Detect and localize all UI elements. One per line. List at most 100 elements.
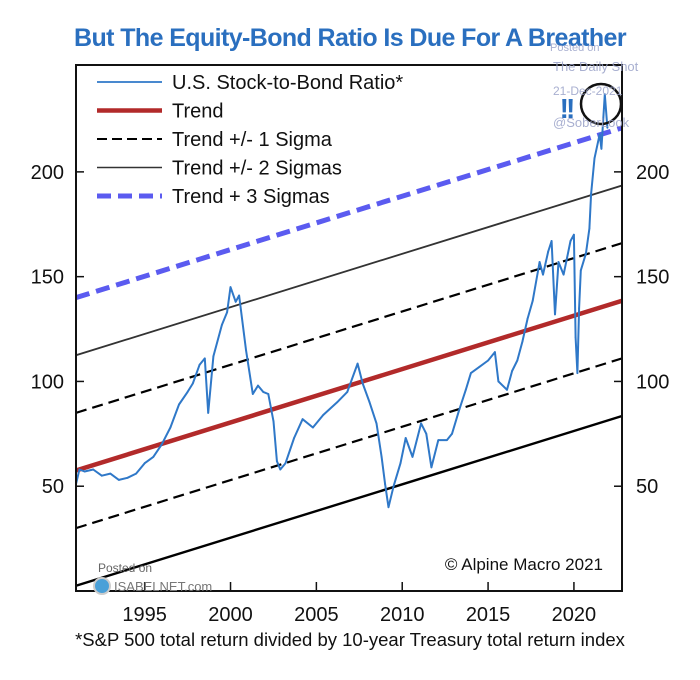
x-tick-label: 2005 [294, 604, 339, 626]
footnote: *S&P 500 total return divided by 10-year… [75, 629, 626, 650]
data-point [404, 437, 407, 439]
legend-label: U.S. Stock-to-Bond Ratio* [172, 72, 403, 94]
data-point [221, 323, 223, 326]
data-point [430, 466, 433, 469]
legend-label: Trend +/- 2 Sigmas [172, 158, 342, 180]
data-point [245, 349, 247, 351]
data-point [178, 403, 180, 406]
data-point [392, 485, 395, 488]
band-line-trend-2-sigmas [76, 184, 622, 357]
data-point [602, 120, 605, 123]
data-point [593, 157, 596, 160]
data-point [411, 455, 414, 458]
data-point [251, 393, 254, 395]
data-point [293, 437, 295, 439]
data-point [425, 432, 428, 435]
data-point [212, 355, 215, 358]
data-point [191, 382, 194, 385]
data-point [557, 261, 560, 263]
peak-highlight-circle [579, 82, 623, 126]
data-point [598, 133, 601, 136]
data-point [590, 192, 592, 195]
data-point [275, 460, 278, 462]
legend-label: Trend [172, 101, 224, 123]
data-point [494, 351, 496, 353]
isabelnet-logo-icon [93, 577, 111, 595]
y-tick-label-right: 200 [636, 162, 669, 184]
data-point [301, 418, 304, 421]
data-point [234, 300, 237, 303]
data-point [451, 432, 453, 435]
data-point [169, 426, 172, 429]
data-point [445, 439, 448, 442]
trend-bands [76, 125, 622, 587]
data-point [542, 273, 544, 276]
x-tick-label: 2015 [466, 604, 511, 626]
data-point [279, 468, 282, 471]
legend-item-sigma1: Trend +/- 1 Sigma [97, 129, 333, 151]
data-point [487, 359, 489, 362]
data-point [526, 317, 529, 320]
y-tick-label-left: 100 [31, 371, 64, 393]
data-point [538, 261, 541, 263]
data-point [186, 391, 189, 393]
legend-item-sigma2: Trend +/- 2 Sigmas [97, 158, 342, 180]
data-point [83, 470, 86, 473]
data-point [573, 233, 575, 236]
data-point [78, 468, 81, 471]
data-point [464, 388, 467, 391]
data-point [284, 462, 287, 465]
copyright-annotation: © Alpine Macro 2021 [445, 555, 603, 574]
y-tick-label-left: 150 [31, 267, 64, 289]
data-point [207, 411, 210, 414]
data-point [576, 372, 579, 374]
axis-ticks: 50 50 100 100 150 150 200 200 1995 2000 2005 2010 20… [31, 162, 670, 626]
data-point [143, 462, 146, 465]
series-line-stock-to-bond-ratio [76, 93, 609, 509]
data-point [368, 401, 371, 404]
data-point [578, 307, 580, 309]
y-tick-label-left: 200 [31, 162, 64, 184]
data-point [118, 479, 120, 481]
data-point [312, 426, 314, 429]
band-line-trend-1-sigma [76, 357, 622, 530]
data-point [521, 340, 524, 343]
y-tick-label-right: 150 [636, 267, 669, 289]
data-point [516, 359, 519, 362]
data-point [380, 455, 383, 458]
data-point [420, 422, 423, 425]
data-point [198, 363, 201, 366]
legend-item-trend: Trend [97, 101, 224, 123]
data-point [457, 409, 460, 412]
ratio-series [76, 93, 609, 509]
legend-label: Trend +/- 1 Sigma [172, 129, 333, 151]
data-point [506, 388, 508, 391]
data-point [92, 468, 95, 471]
x-tick-label: 2020 [552, 604, 597, 626]
data-point [574, 336, 577, 339]
band-line-trend-1-sigma [76, 242, 622, 414]
band-line-trend-3-sigmas [76, 125, 622, 301]
data-point [547, 250, 550, 253]
plot-frame [75, 64, 623, 592]
data-point [229, 286, 232, 289]
data-point [511, 370, 514, 372]
watermark-daily-shot: The Daily Shot [553, 59, 639, 74]
data-point [562, 273, 565, 276]
data-point [585, 252, 587, 255]
watermark-date: 21-Dec-2021 [553, 84, 623, 98]
data-point [100, 474, 103, 477]
data-point [226, 311, 228, 314]
watermark-posted: Posted on [550, 42, 600, 54]
data-point [437, 439, 440, 442]
data-point [272, 420, 275, 423]
data-point [152, 455, 155, 458]
data-point [356, 362, 359, 365]
x-tick-label: 2010 [380, 604, 425, 626]
data-point [361, 382, 364, 385]
data-point [257, 384, 259, 387]
x-tick-label: 1995 [122, 604, 167, 626]
chart-title: But The Equity-Bond Ratio Is Due For A B… [74, 24, 627, 52]
y-tick-label-right: 100 [636, 371, 669, 393]
